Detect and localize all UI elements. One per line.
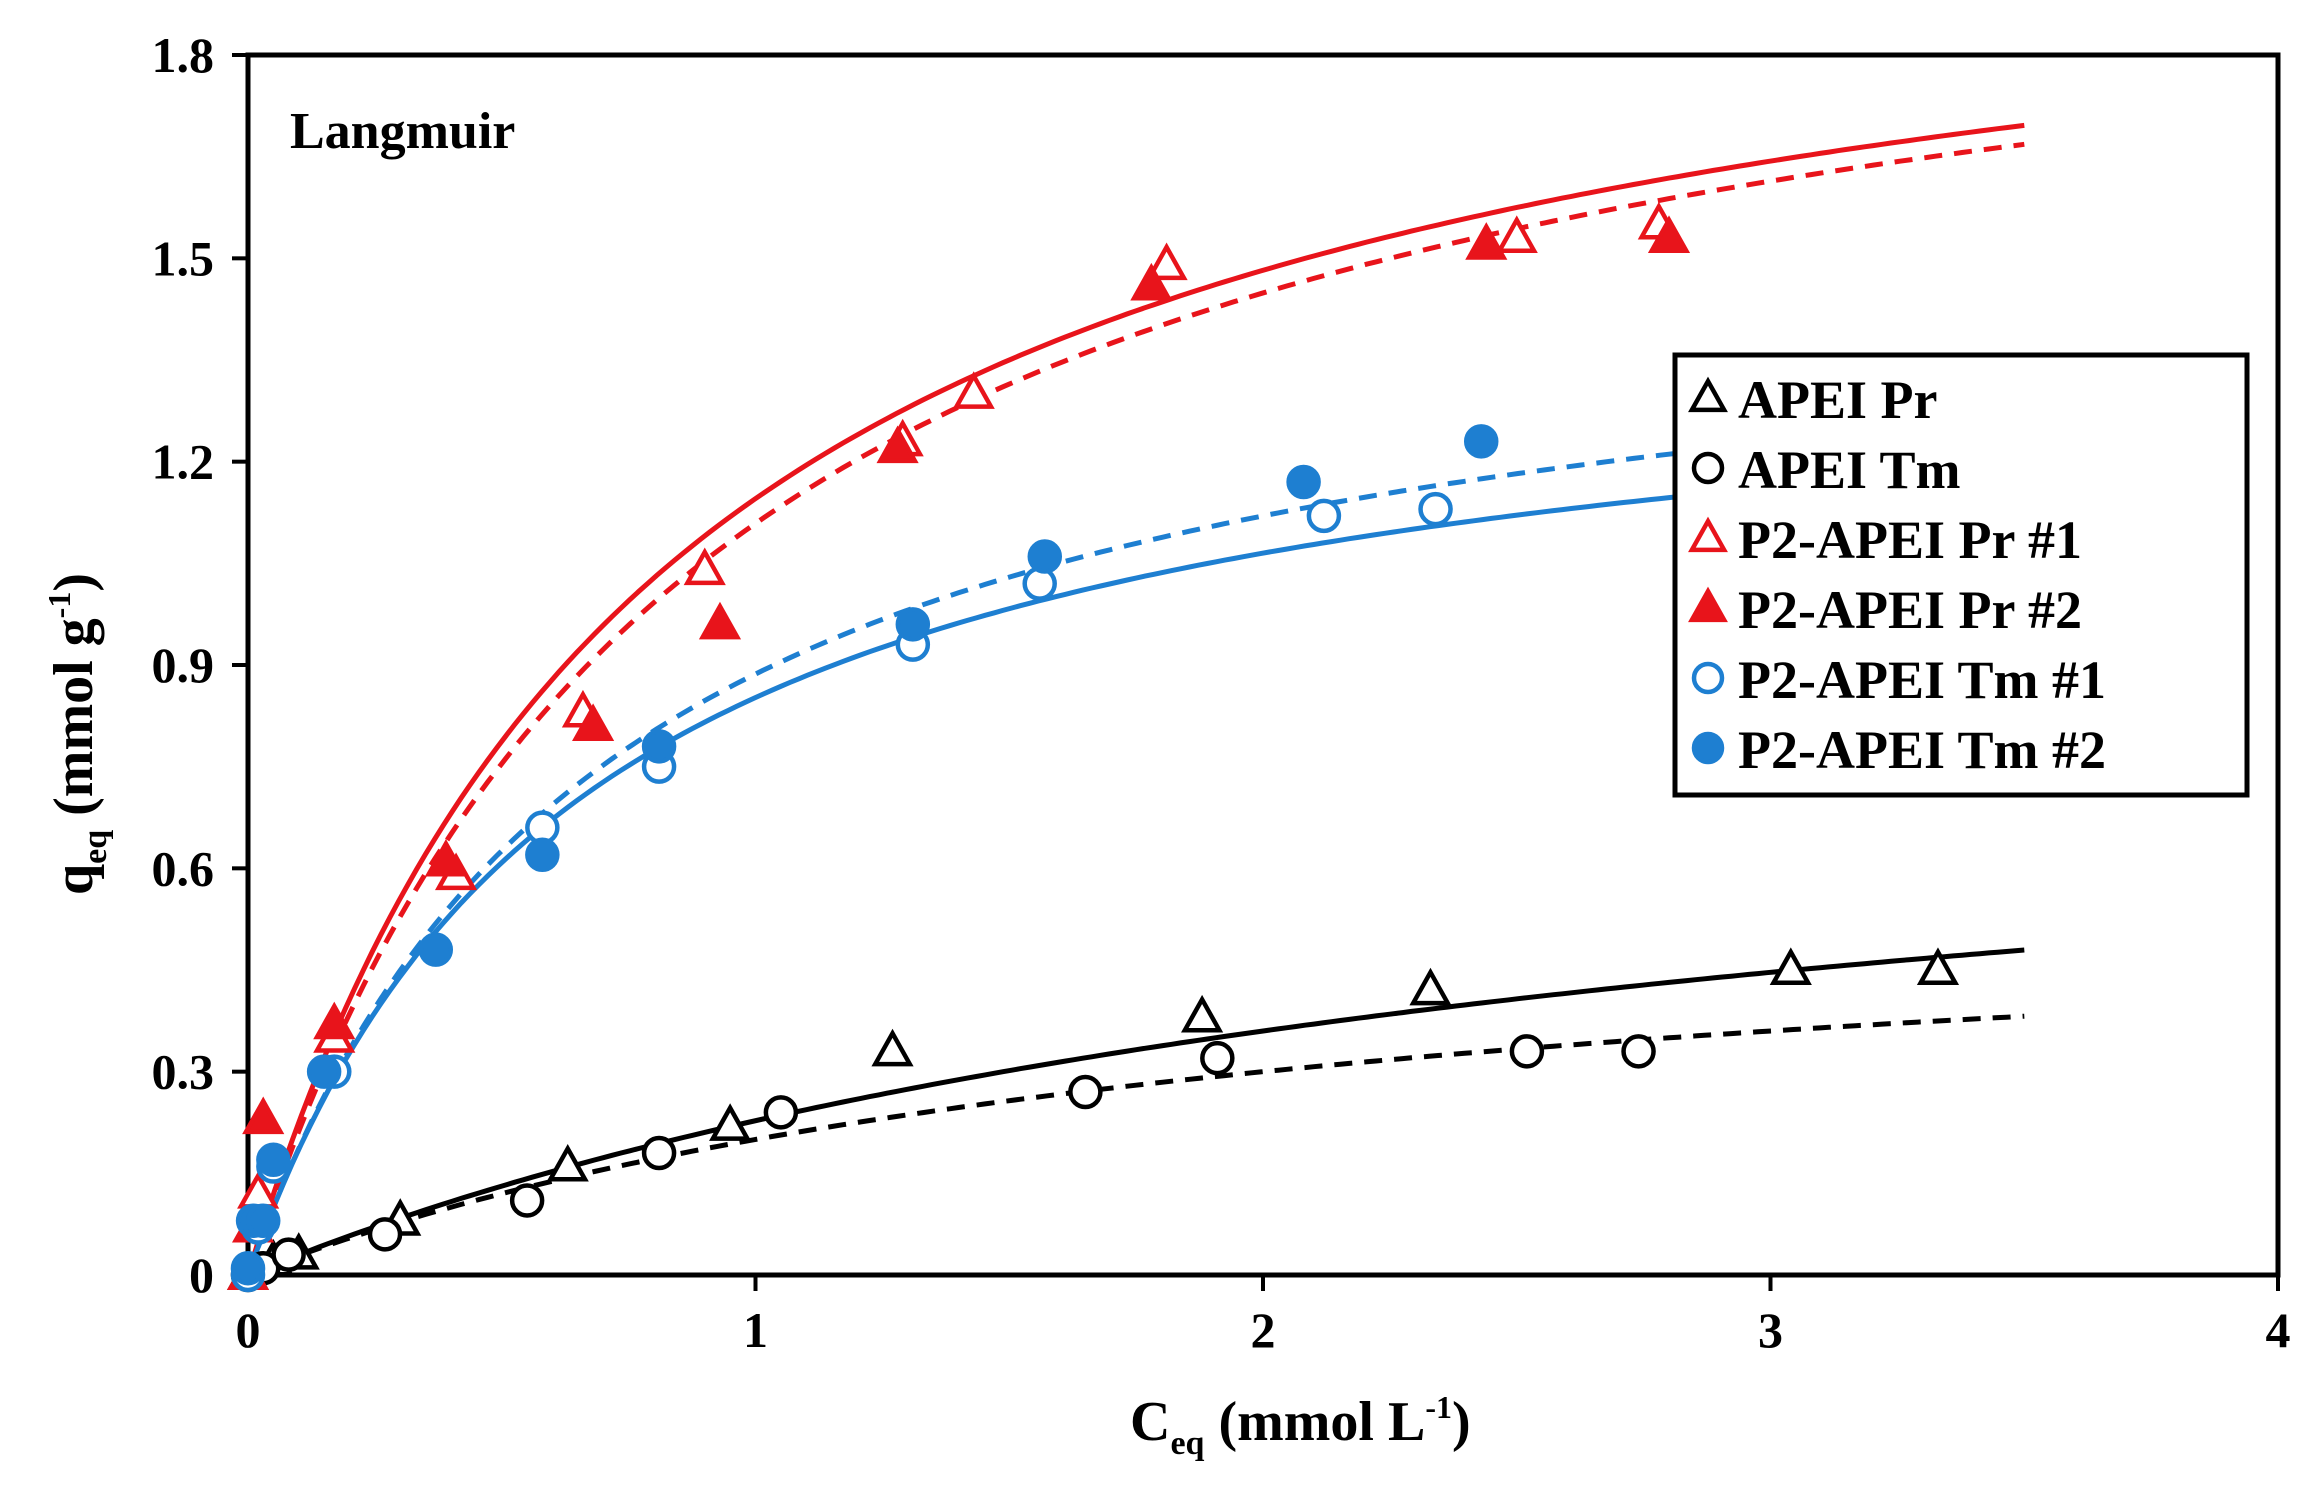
legend-label-p2-apei-tm-1: P2-APEI Tm #1 xyxy=(1738,650,2106,710)
y-tick-label: 1.8 xyxy=(152,27,215,83)
p2-apei-pr-1-series xyxy=(226,201,1680,1290)
p2-apei-tm-1-series xyxy=(230,491,1453,1293)
p2-apei-pr-2-point xyxy=(876,425,919,464)
p2-apei-tm-2-point xyxy=(1286,464,1321,500)
y-axis-title: qeq (mmol g-1) xyxy=(41,573,114,895)
p2-apei-tm-2-point xyxy=(1463,424,1499,459)
y-tick-label: 1.2 xyxy=(152,434,215,490)
p2-apei-pr-2-fit-curve xyxy=(245,141,2025,1276)
p2-apei-pr-1-point xyxy=(1495,215,1538,253)
apei-pr-series xyxy=(226,947,1960,1290)
p2-apei-pr-1-point xyxy=(683,547,726,586)
y-axis-title-close: ) xyxy=(43,573,105,592)
p2-apei-pr-1-point xyxy=(1145,242,1188,281)
apei-tm-point xyxy=(641,1135,677,1171)
y-axis-title-sup: -1 xyxy=(41,592,77,619)
apei-tm-point xyxy=(367,1217,403,1252)
langmuir-annotation: Langmuir xyxy=(290,103,515,160)
apei-tm-point xyxy=(1068,1074,1103,1110)
p2-apei-tm-1-point xyxy=(1306,498,1342,534)
apei-pr-point xyxy=(871,1028,914,1067)
legend-label-p2-apei-pr-1: P2-APEI Pr #1 xyxy=(1738,510,2082,570)
x-axis-title-rest: (mmol L xyxy=(1204,1391,1425,1453)
apei-pr-point xyxy=(1916,947,1960,985)
apei-tm-fit-curve xyxy=(247,1013,2025,1278)
x-axis-title-sub: eq xyxy=(1170,1425,1204,1462)
data-points xyxy=(226,201,1960,1293)
p2-apei-tm-2-point xyxy=(306,1054,342,1089)
legend-box xyxy=(1672,352,2250,798)
y-tick-label: 0.9 xyxy=(152,637,215,693)
legend-marker-p2-apei-tm-1 xyxy=(1691,661,1725,695)
legend-label-p2-apei-pr-2: P2-APEI Pr #2 xyxy=(1738,580,2082,640)
apei-tm-point xyxy=(763,1095,799,1130)
apei-pr-point xyxy=(1769,947,1812,985)
y-axis-title-sub: eq xyxy=(77,830,114,864)
p2-apei-pr-2-point xyxy=(424,838,468,877)
apei-tm-series xyxy=(230,1034,1656,1293)
p2-apei-pr-1-fit-curve xyxy=(245,122,2025,1276)
p2-apei-tm-2-point xyxy=(245,1203,281,1239)
legend-marker-apei-pr xyxy=(1688,376,1728,413)
p2-apei-pr-2-point xyxy=(1465,222,1508,260)
apei-pr-point xyxy=(546,1143,589,1182)
p2-apei-pr-2-series xyxy=(231,215,1691,1243)
p2-apei-tm-2-point xyxy=(641,729,677,764)
p2-apei-tm-1-point xyxy=(1418,491,1453,527)
x-tick-label: 4 xyxy=(2266,1302,2291,1358)
legend: APEI Pr APEI Tm P2-APEI Pr #1 P2-APEI Pr #2… xyxy=(1672,352,2250,798)
y-tick-label: 0.3 xyxy=(152,1044,215,1100)
x-axis-title-main: C xyxy=(1130,1391,1170,1453)
apei-pr-point xyxy=(709,1103,752,1141)
apei-pr-point xyxy=(1181,994,1224,1033)
y-tick-label: 0 xyxy=(189,1247,214,1303)
x-tick-label: 3 xyxy=(1758,1302,1783,1358)
apei-pr-fit-curve xyxy=(247,947,2025,1278)
x-tick-label: 2 xyxy=(1251,1302,1276,1358)
apei-tm-point xyxy=(509,1183,545,1218)
p2-apei-pr-2-point xyxy=(1130,262,1173,301)
p2-apei-pr-2-point xyxy=(698,601,742,640)
p2-apei-pr-1-point xyxy=(952,371,995,409)
apei-tm-point xyxy=(1621,1034,1656,1069)
legend-marker-p2-apei-pr-2 xyxy=(1688,586,1728,623)
x-tick-label: 0 xyxy=(236,1302,261,1358)
p2-apei-pr-2-point xyxy=(572,703,615,741)
apei-tm-point xyxy=(271,1237,306,1272)
x-axis-title-close: ) xyxy=(1452,1391,1471,1453)
x-axis-title-sup: -1 xyxy=(1425,1389,1452,1425)
p2-apei-tm-2-series xyxy=(230,424,1499,1286)
legend-marker-p2-apei-tm-2 xyxy=(1691,731,1725,765)
p2-apei-tm-2-point xyxy=(1027,539,1063,574)
p2-apei-tm-2-point xyxy=(895,607,931,642)
apei-pr-point xyxy=(1409,967,1452,1006)
p2-apei-tm-2-point xyxy=(525,837,560,873)
p2-apei-pr-2-point xyxy=(313,1001,356,1040)
y-tick-label: 1.5 xyxy=(152,230,215,286)
x-axis-title: Ceq (mmol L-1) xyxy=(1130,1389,1471,1462)
p2-apei-pr-2-point xyxy=(242,1096,285,1135)
p2-apei-tm-2-point xyxy=(256,1142,291,1178)
p2-apei-tm-2-point xyxy=(418,932,454,967)
apei-tm-point xyxy=(1200,1040,1235,1076)
y-tick-label: 0.6 xyxy=(152,840,215,896)
legend-label-p2-apei-tm-2: P2-APEI Tm #2 xyxy=(1738,720,2106,780)
y-axis-title-main: q xyxy=(43,864,105,895)
legend-label-apei-tm: APEI Tm xyxy=(1738,440,1961,500)
x-tick-label: 1 xyxy=(743,1302,768,1358)
apei-tm-point xyxy=(1509,1034,1545,1069)
p2-apei-pr-2-point xyxy=(1647,215,1691,253)
y-axis-title-rest: (mmol g xyxy=(43,618,105,830)
legend-marker-p2-apei-pr-1 xyxy=(1688,516,1728,553)
p2-apei-tm-1-point xyxy=(1022,566,1057,601)
legend-label-apei-pr: APEI Pr xyxy=(1738,370,1937,430)
axis-ticks: 0 1 2 3 4 0 0.3 0.6 0.9 1.2 1.5 1.8 xyxy=(152,27,2291,1358)
legend-marker-apei-tm xyxy=(1691,451,1725,485)
p2-apei-tm-2-point xyxy=(230,1250,266,1286)
